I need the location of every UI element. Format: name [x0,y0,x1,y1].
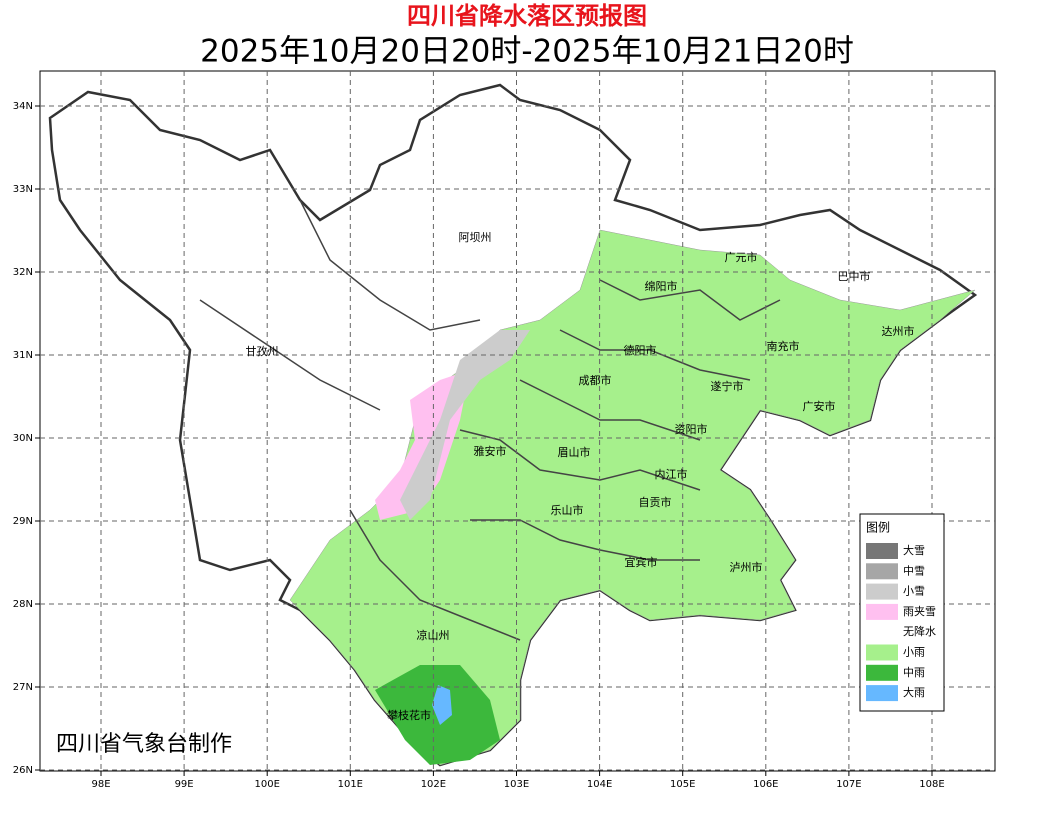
y-tick-label: 34N [13,101,33,112]
city-label: 巴中市 [838,269,871,283]
city-label: 德阳市 [624,343,657,357]
legend-label: 大雪 [903,543,925,557]
city-label: 眉山市 [558,445,591,459]
city-label: 宜宾市 [625,555,658,569]
x-tick-label: 105E [670,779,695,790]
province-shapes [48,83,978,767]
graticule: 98E 99E 100E 101E 102E 103E 104E 105E 106E 107E 10… [13,71,995,790]
y-tick-label: 28N [13,599,33,610]
city-label: 广安市 [803,399,836,413]
city-label: 泸州市 [730,560,763,574]
x-tick-label: 104E [587,779,612,790]
x-tick-label: 101E [338,779,363,790]
x-tick-label: 102E [421,779,446,790]
heavy-rain-area [432,685,452,725]
city-label: 乐山市 [551,503,584,517]
x-tick-label: 106E [753,779,778,790]
y-tick-label: 30N [13,433,33,444]
city-label: 攀枝花市 [387,708,431,722]
city-borders [199,199,781,641]
city-label: 凉山州 [417,628,450,642]
city-label: 遂宁市 [711,379,744,393]
city-label: 资阳市 [675,422,708,436]
legend-label: 中雨 [903,666,925,679]
y-tick-label: 29N [13,516,33,527]
footer: 四川省气象台制作 [56,732,232,757]
legend-swatch [866,563,898,580]
legend-label: 无降水 [903,624,936,638]
y-tick-label: 32N [13,267,33,278]
title: 四川省降水落区预报图 [407,2,647,30]
city-label: 内江市 [655,467,688,481]
legend-label: 大雨 [903,685,925,699]
legend-label: 中雪 [903,564,925,577]
snow-area [400,330,530,520]
city-label: 广元市 [725,250,758,264]
city-label: 达州市 [882,324,915,338]
y-tick-label: 31N [13,350,33,361]
x-tick-label: 99E [175,779,194,790]
x-tick-label: 108E [919,779,944,790]
legend-label: 小雨 [903,646,925,659]
y-tick-label: 33N [13,184,33,195]
legend-swatch [866,644,898,661]
x-tick-label: 100E [254,779,279,790]
legend-swatch [866,664,898,681]
legend-swatch [866,583,898,600]
legend-swatch [866,543,898,559]
city-label: 阿坝州 [459,230,492,244]
city-label: 甘孜州 [246,344,279,358]
legend-swatch [866,624,898,641]
city-label: 自贡市 [639,495,672,509]
x-tick-label: 103E [504,779,529,790]
y-tick-label: 27N [13,682,33,693]
x-tick-label: 107E [836,779,861,790]
x-tick-label: 98E [91,779,110,790]
light-rain-area [289,229,976,766]
y-tick-label: 26N [13,765,33,776]
legend-label: 小雪 [903,585,925,598]
legend-label: 雨夹雪 [903,605,936,618]
subtitle: 2025年10月20日20时-2025年10月21日20时 [200,34,854,70]
city-label: 雅安市 [474,444,507,458]
legend-title: 图例 [866,521,890,535]
legend-swatch [866,603,898,620]
legend-swatch [866,685,898,702]
city-label: 绵阳市 [645,279,678,293]
city-label: 成都市 [579,373,612,387]
city-label: 南充市 [767,339,800,353]
